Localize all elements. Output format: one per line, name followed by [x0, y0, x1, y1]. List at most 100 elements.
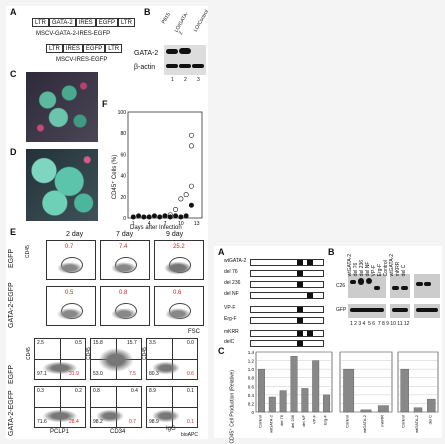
- flow-pct: 0.5: [65, 290, 74, 296]
- data-point-filled: [157, 214, 163, 220]
- panel-f-xlabel: Days after Infection: [130, 225, 182, 231]
- x-tick-label: 13: [194, 221, 200, 226]
- bar: [400, 368, 409, 413]
- row-sublabel-cd45: CD45: [25, 245, 31, 258]
- quad-ylabel: CD45: [26, 347, 32, 360]
- panel-a-letter: A: [10, 7, 17, 17]
- axis-igg: IgG: [166, 426, 176, 432]
- blot-column-headers: wtGATA-2 del 76 del 236 del NF VP-F Erg-…: [347, 254, 407, 277]
- construct-label-1: MSCV-GATA-2-IRES-EGFP: [36, 31, 111, 37]
- flow-pct: 7.4: [119, 244, 128, 250]
- blot-row-label: GFP: [336, 307, 347, 313]
- bar-category-label: del NF: [301, 414, 306, 426]
- bar-category-label: del 76: [279, 414, 284, 426]
- construct-part: LTR: [32, 18, 49, 27]
- flow-plot: 0.7: [46, 240, 96, 280]
- domain-row-label: Erg-F: [224, 316, 237, 322]
- construct-part: EGFP: [82, 44, 106, 53]
- quad-value: 2.5: [37, 340, 44, 346]
- quadrant-plot: 0.3 0.2 71.6 28.4: [34, 386, 86, 428]
- flow-plot: 0.8: [100, 286, 150, 326]
- y-tick-label: 0: [123, 216, 126, 222]
- panel-c-letter: C: [10, 69, 17, 79]
- bar-category-label: wtGATA-2: [414, 414, 419, 433]
- plot-frame: [127, 111, 203, 219]
- construct-line-2: LTR IRES EGFP LTR: [46, 44, 123, 53]
- quad-value: 7.5: [129, 371, 136, 377]
- quad-value: 0.8: [93, 388, 100, 394]
- y-tick-label: 60: [120, 152, 126, 158]
- y-tick-label: 0.4: [248, 393, 255, 398]
- bar: [323, 394, 331, 413]
- y-tick-label: 40: [120, 174, 126, 180]
- bar: [290, 356, 298, 413]
- y-tick-label: 100: [118, 110, 127, 116]
- y-tick-label: 0: [251, 410, 254, 415]
- panel-f-letter: F: [102, 99, 108, 109]
- bar-category-label: Control: [257, 415, 262, 428]
- right-figure: A wtGATA-2 del 76 del 236 del NF VP-F Er…: [214, 246, 442, 444]
- blot-row-label: β-actin: [134, 64, 156, 71]
- x-tick-label: 10: [178, 221, 184, 226]
- bar-category-label: VP-F: [312, 414, 317, 424]
- bar: [413, 407, 423, 413]
- data-point-open: [188, 143, 194, 149]
- domain-row-label: mKRR: [224, 329, 239, 335]
- quad-value: 15.8: [93, 340, 103, 346]
- lane-number: 3: [197, 77, 200, 83]
- bar-category-label: Control: [345, 415, 350, 428]
- quad-value: 3.5: [149, 340, 156, 346]
- quad-value: 8.9: [149, 388, 156, 394]
- quad-value: 0.6: [187, 371, 194, 377]
- bar-category-label: mKRR: [379, 415, 384, 427]
- domain-row-label: del 236: [224, 280, 241, 286]
- domain-row-label: VP-F: [224, 305, 236, 311]
- data-point-open: [178, 196, 184, 202]
- quadrant-plot: 2.5 0.5 97.1 31.9: [34, 338, 86, 380]
- data-point-filled: [136, 213, 142, 219]
- right-a-letter: A: [218, 247, 225, 257]
- scatter-plot-f: 0 20 40 60 80 100 1 4 7 10 13: [118, 110, 203, 226]
- data-point-filled: [188, 202, 194, 208]
- construct-part: LTR: [46, 44, 63, 53]
- row-label-gata2-egfp: GATA-2-EGFP: [8, 282, 15, 328]
- data-point-filled: [151, 213, 157, 219]
- quadrant-plot: 0.8 0.4 98.2 0.7: [90, 386, 142, 428]
- fsc-label: FSC: [188, 329, 200, 335]
- data-point-filled: [167, 214, 173, 220]
- blot-column-label: LO/GATA-2: [173, 10, 190, 36]
- y-tick-label: 0.6: [248, 384, 255, 389]
- row-label-egfp: EGFP: [8, 248, 15, 268]
- quadrant-plot: 3.5 0.0 80.3 0.6: [146, 338, 198, 380]
- row-label-gata2-egfp-2: GATA-2-EGFP: [8, 390, 15, 436]
- quad-value: 0.4: [131, 388, 138, 394]
- blot-row-label: GATA-2: [134, 50, 159, 57]
- quad-value: 0.1: [187, 388, 194, 394]
- flow-plot: 7.4: [100, 240, 150, 280]
- data-point-open: [183, 192, 189, 198]
- construct-part: IRES: [75, 18, 96, 27]
- quad-value: 0.2: [75, 388, 82, 394]
- bar-category-label: del 236: [290, 414, 295, 428]
- flow-pct: 0.6: [173, 290, 182, 296]
- quad-value: 0.1: [187, 419, 194, 425]
- y-tick-label: 20: [120, 195, 126, 201]
- construct-part: EGFP: [95, 18, 119, 27]
- micrograph-c: [26, 72, 98, 142]
- construct-part: IRES: [62, 44, 83, 53]
- bar: [427, 398, 436, 413]
- bar-category-label: Erg-F: [323, 414, 328, 425]
- quad-value: 0.5: [75, 340, 82, 346]
- domain-row-label: wtGATA-2: [224, 258, 247, 264]
- right-blot: C26 GFP 1 2 3 4 5 6 7 8 9 10 11 12: [336, 252, 440, 344]
- y-tick-label: 1.4: [248, 350, 255, 355]
- quad-value: 15.7: [127, 340, 137, 346]
- blot-image: [164, 45, 206, 75]
- bar: [268, 396, 276, 413]
- right-c-letter: C: [218, 346, 225, 356]
- lane-number: 2: [184, 77, 187, 83]
- data-point-open: [188, 183, 194, 189]
- bar: [257, 368, 265, 413]
- panel-d-letter: D: [10, 147, 17, 157]
- data-point-filled: [146, 214, 152, 220]
